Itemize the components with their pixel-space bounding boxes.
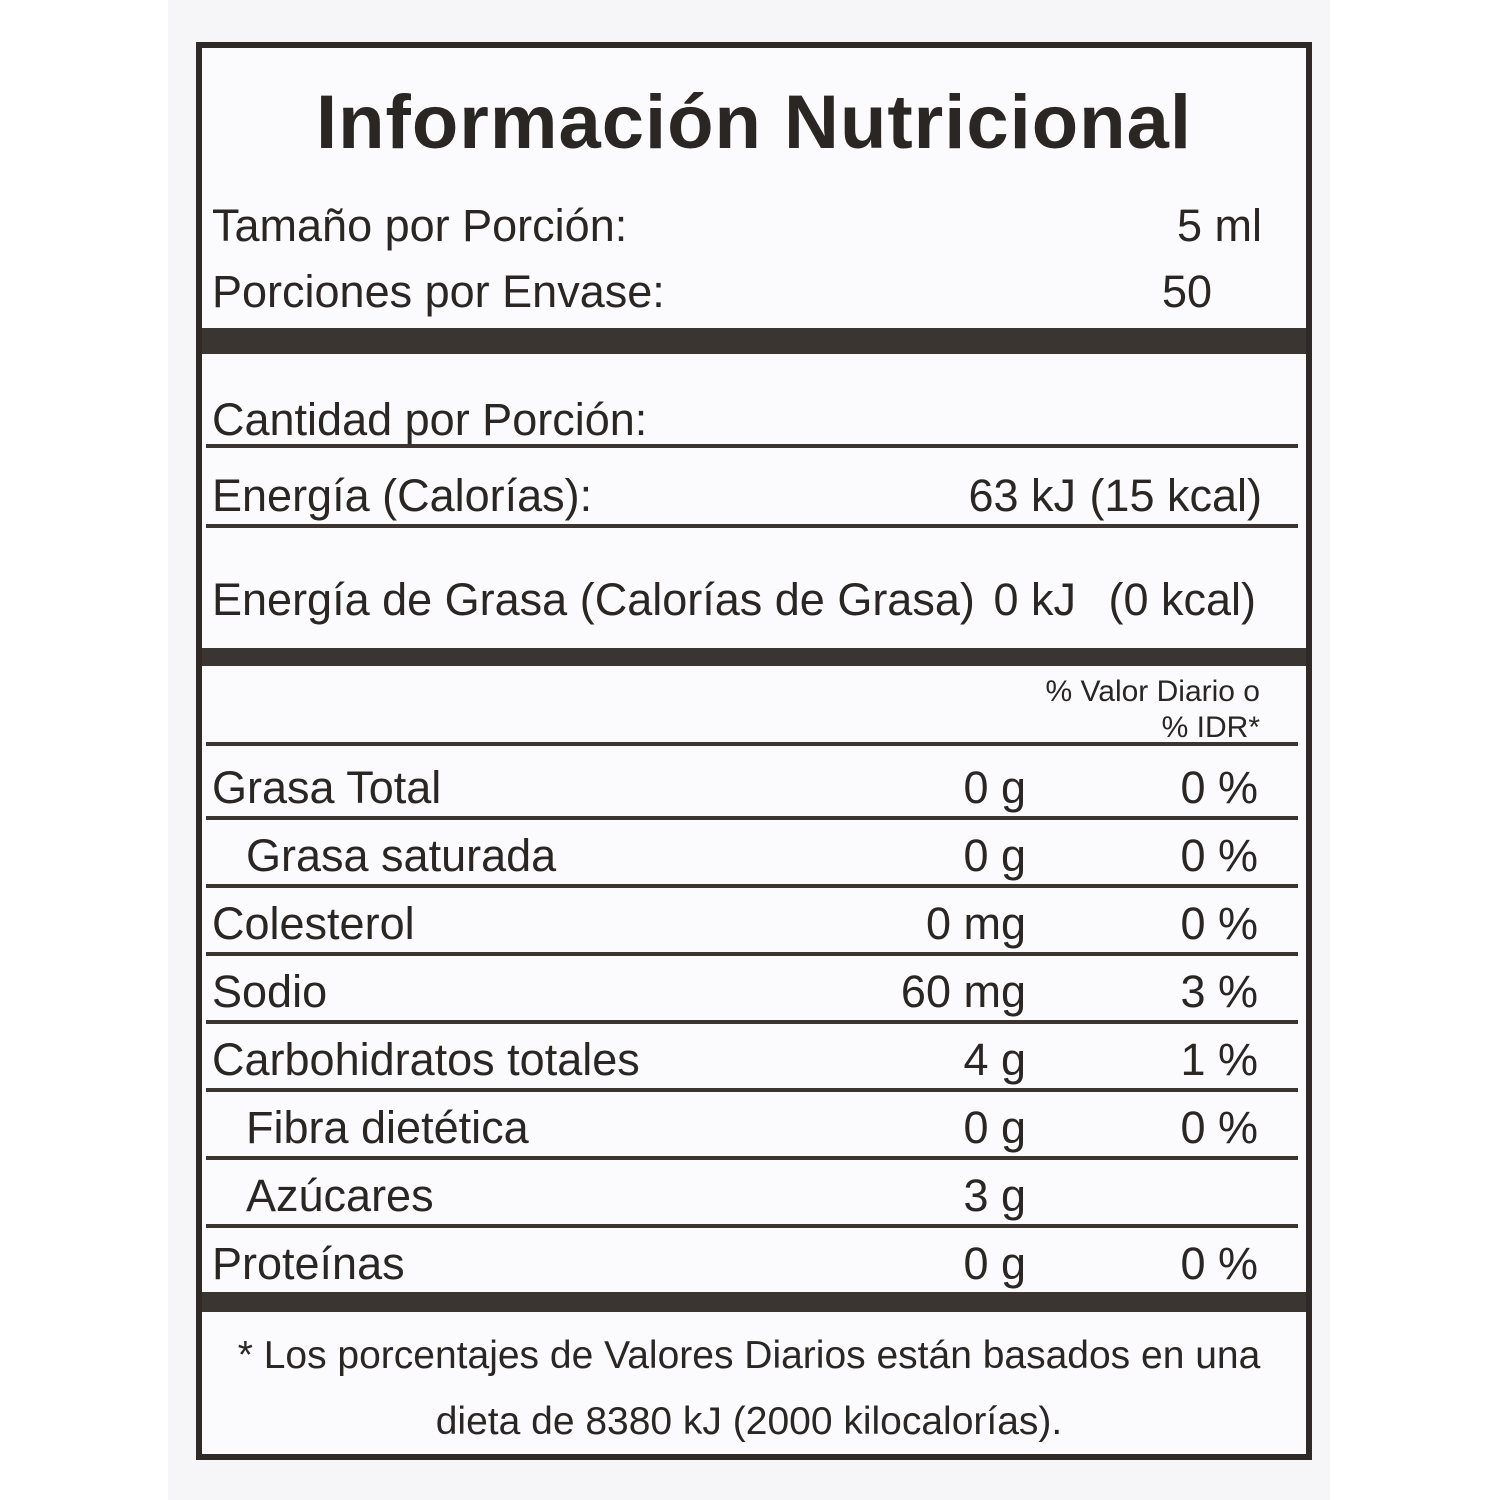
row-divider xyxy=(206,1020,1298,1024)
nutrient-amount: 0 g xyxy=(963,830,1026,881)
daily-value-header-line2: % IDR* xyxy=(1161,711,1260,744)
nutrient-name: Sodio xyxy=(212,966,328,1017)
nutrient-amount: 0 g xyxy=(963,1102,1026,1153)
nutrient-amount: 60 mg xyxy=(900,966,1026,1017)
footnote-line1: * Los porcentajes de Valores Diarios est… xyxy=(237,1334,1261,1377)
nutrient-daily-value: 0 % xyxy=(1180,762,1258,813)
nutrient-name: Carbohidratos totales xyxy=(212,1034,640,1085)
thick-divider xyxy=(202,1292,1306,1312)
row-divider xyxy=(206,884,1298,888)
nutrient-daily-value: 0 % xyxy=(1180,1102,1258,1153)
servings-per-container-label: Porciones por Envase: xyxy=(212,266,665,317)
fat-energy-label: Energía de Grasa (Calorías de Grasa) xyxy=(212,574,975,625)
thick-divider xyxy=(202,328,1306,354)
amount-per-serving-label: Cantidad por Porción: xyxy=(212,394,648,445)
row-divider xyxy=(206,816,1298,820)
serving-size-value: 5 ml xyxy=(1176,200,1262,251)
nutrient-name: Colesterol xyxy=(212,898,415,949)
energy-kj: 63 kJ xyxy=(968,470,1076,521)
nutrition-facts-panel: Información Nutricional Tamaño por Porci… xyxy=(196,42,1312,1460)
nutrient-amount: 0 g xyxy=(963,1238,1026,1289)
row-divider xyxy=(206,524,1298,528)
daily-value-header-line1: % Valor Diario o xyxy=(1045,675,1260,708)
nutrient-amount: 4 g xyxy=(963,1034,1026,1085)
nutrient-name: Grasa saturada xyxy=(246,830,557,881)
daily-value-header: % Valor Diario o % IDR* xyxy=(940,674,1260,746)
row-divider xyxy=(206,1224,1298,1228)
footnote: * Los porcentajes de Valores Diarios est… xyxy=(232,1323,1266,1455)
footnote-line2: dieta de 8380 kJ (2000 kilocalorías). xyxy=(435,1400,1063,1443)
nutrient-name: Proteínas xyxy=(212,1238,405,1289)
fat-energy-kcal: (0 kcal) xyxy=(1108,574,1256,625)
nutrient-amount: 0 g xyxy=(963,762,1026,813)
nutrient-daily-value: 0 % xyxy=(1180,830,1258,881)
nutrient-name: Grasa Total xyxy=(212,762,442,813)
nutrient-amount: 3 g xyxy=(963,1170,1026,1221)
energy-label: Energía (Calorías): xyxy=(212,470,593,521)
fat-energy-kj: 0 kJ xyxy=(993,574,1076,625)
nutrient-daily-value: 0 % xyxy=(1180,1238,1258,1289)
servings-per-container-value: 50 xyxy=(1161,266,1212,317)
thick-divider xyxy=(202,648,1306,666)
energy-kcal: (15 kcal) xyxy=(1089,470,1262,521)
row-divider xyxy=(206,742,1298,746)
row-divider xyxy=(206,444,1298,448)
serving-size-label: Tamaño por Porción: xyxy=(212,200,628,251)
nutrient-name: Fibra dietética xyxy=(246,1102,529,1153)
nutrient-name: Azúcares xyxy=(246,1170,434,1221)
nutrient-daily-value: 1 % xyxy=(1180,1034,1258,1085)
row-divider xyxy=(206,1156,1298,1160)
row-divider xyxy=(206,1088,1298,1092)
nutrient-amount: 0 mg xyxy=(925,898,1026,949)
panel-title: Información Nutricional xyxy=(316,80,1192,165)
nutrient-daily-value: 0 % xyxy=(1180,898,1258,949)
nutrient-daily-value: 3 % xyxy=(1180,966,1258,1017)
row-divider xyxy=(206,952,1298,956)
